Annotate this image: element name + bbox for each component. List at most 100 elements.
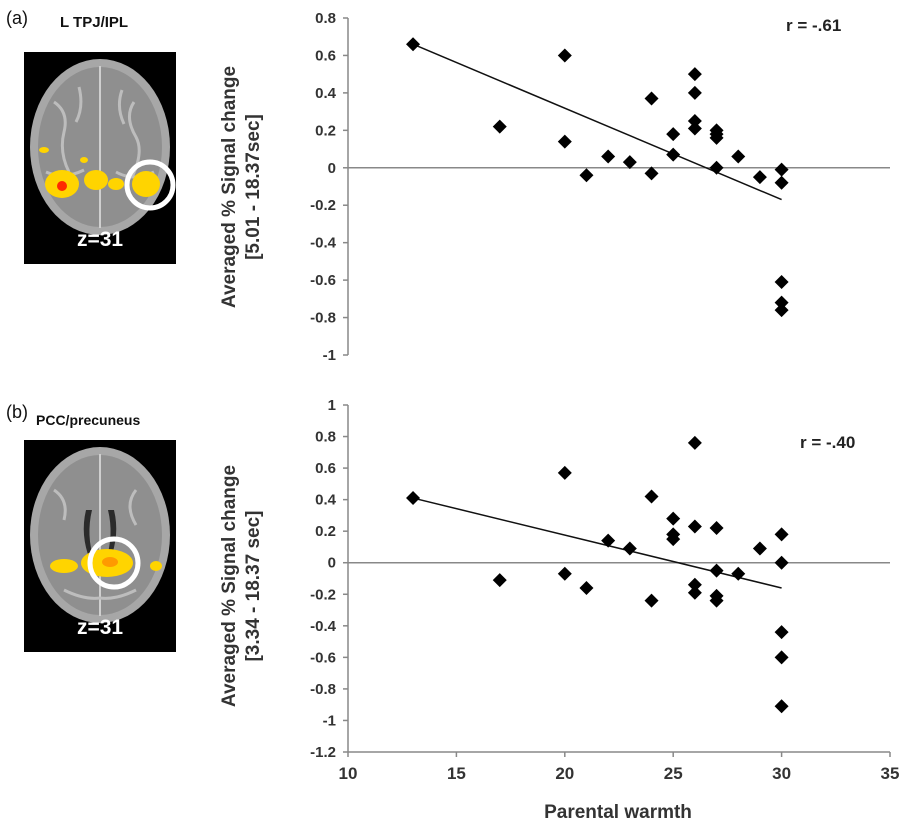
panel-b-y-tick-label: -1.2 <box>310 744 336 761</box>
panel-b-y-tick-label: -0.8 <box>310 681 336 698</box>
panel-b-data-point <box>752 541 767 556</box>
panel-a-data-point <box>774 303 789 318</box>
panel-b-fit-line <box>412 497 782 589</box>
panel-a-slice-label: z=31 <box>76 228 124 251</box>
panel-b-data-point <box>774 699 789 714</box>
panel-b-data-point <box>687 435 702 450</box>
panel-a-data-point <box>752 170 767 185</box>
panel-a-data-point <box>557 48 572 63</box>
panel-b-data-point <box>774 625 789 640</box>
panel-b-y-title-line1: Averaged % Signal change <box>219 464 240 708</box>
panel-b-brain-image: z=31 <box>24 440 176 652</box>
panel-b-y-tick-label: 0.8 <box>315 429 336 446</box>
panel-b-data-point <box>709 563 724 578</box>
panel-b-y-tick-label: 0.2 <box>315 523 336 540</box>
panel-b-y-tick-label: -0.6 <box>310 649 336 666</box>
panel-b-data-point <box>579 580 594 595</box>
panel-b-data-point <box>774 555 789 570</box>
panel-a-y-tick-label: 0.4 <box>315 85 337 102</box>
panel-a-data-point <box>557 134 572 149</box>
panel-a-region-label: L TPJ/IPL <box>60 14 129 31</box>
panel-b-data-point <box>774 650 789 665</box>
panel-b-x-tick-label: 20 <box>555 764 574 783</box>
panel-b-x-tick-label: 35 <box>881 764 900 783</box>
panel-b-y-tick-label: 1 <box>328 397 336 414</box>
panel-b-data-point <box>774 527 789 542</box>
panel-a-data-point <box>644 91 659 106</box>
panel-b-data-point <box>709 521 724 536</box>
panel-a-y-tick-label: -0.8 <box>310 310 336 327</box>
panel-b-data-point <box>644 489 659 504</box>
panel-a-y-tick-label: -1 <box>323 347 336 364</box>
panel-b-region-label: PCC/precuneus <box>36 412 141 428</box>
panel-a-y-tick-label: 0.8 <box>315 10 336 27</box>
panel-b-data-point <box>687 585 702 600</box>
panel-a-y-tick-label: -0.2 <box>310 197 336 214</box>
panel-b-y-title-line2: [3.34 - 18.37 sec] <box>243 510 264 662</box>
panel-b-tag: (b) <box>6 402 28 422</box>
panel-a-data-point <box>709 127 724 142</box>
panel-b-y-tick-label: 0 <box>328 555 336 572</box>
panel-a-data-point <box>687 113 702 128</box>
panel-b-data-point <box>709 593 724 608</box>
panel-b-data-point <box>601 533 616 548</box>
panel-b-x-tick-label: 30 <box>772 764 791 783</box>
panel-a-data-point <box>579 168 594 183</box>
panel-a-tag: (a) <box>6 8 28 28</box>
x-axis-title: Parental warmth <box>544 802 692 823</box>
panel-a-data-point <box>709 160 724 175</box>
panel-a-y-axis-title: Averaged % Signal change [5.01 - 18.37se… <box>218 66 266 308</box>
panel-a-data-point <box>774 162 789 177</box>
panel-b-x-tick-label: 25 <box>664 764 683 783</box>
panel-a-data-point <box>709 123 724 138</box>
panel-b-data-point <box>666 532 681 547</box>
panel-b-correlation: r = -.40 <box>800 433 856 452</box>
panel-b-data-point <box>406 491 421 506</box>
panel-b-data-point <box>687 519 702 534</box>
panel-a-data-point <box>666 147 681 162</box>
panel-a-data-point <box>774 175 789 190</box>
panel-a-data-point <box>709 130 724 145</box>
panel-a-y-tick-label: -0.4 <box>310 235 337 252</box>
panel-a-data-point <box>731 149 746 164</box>
panel-a-correlation: r = -.61 <box>786 16 842 35</box>
panel-a-data-point <box>687 121 702 136</box>
panel-b-x-tick-label: 10 <box>339 764 358 783</box>
panel-a-data-point <box>406 37 421 52</box>
panel-a-y-tick-label: 0 <box>328 160 336 177</box>
panel-a-data-point <box>622 155 637 170</box>
panel-a-brain-image: z=31 <box>24 52 176 264</box>
panel-b-data-point <box>709 588 724 603</box>
panel-a-data-point <box>687 67 702 82</box>
panel-b-data-point <box>731 566 746 581</box>
panel-b-y-tick-label: 0.6 <box>315 460 336 477</box>
panel-b-y-axis-title: Averaged % Signal change [3.34 - 18.37 s… <box>218 465 266 707</box>
panel-a-y-tick-label: 0.6 <box>315 47 336 64</box>
panel-b-y-tick-label: -0.4 <box>310 618 337 635</box>
panel-a-data-point <box>601 149 616 164</box>
panel-a-y-title-line2: [5.01 - 18.37sec] <box>243 114 264 260</box>
panel-b-data-point <box>622 541 637 556</box>
panel-a-data-point <box>666 127 681 142</box>
panel-a-data-point <box>492 119 507 134</box>
panel-a-data-point <box>644 166 659 181</box>
panel-b-data-point <box>557 465 572 480</box>
panel-a-y-tick-label: -0.6 <box>310 272 336 289</box>
panel-b-data-point <box>666 527 681 542</box>
panel-b-data-point <box>492 573 507 588</box>
panel-b-data-point <box>644 593 659 608</box>
panel-a-y-title-line1: Averaged % Signal change <box>219 65 240 309</box>
panel-b-y-tick-label: -1 <box>323 712 336 729</box>
panel-b-y-tick-label: 0.4 <box>315 492 337 509</box>
panel-b-y-tick-label: -0.2 <box>310 586 336 603</box>
panel-a-fit-line <box>412 43 782 201</box>
panel-b-x-tick-label: 15 <box>447 764 466 783</box>
panel-b-data-point <box>687 577 702 592</box>
panel-a-y-tick-label: 0.2 <box>315 122 336 139</box>
panel-b-slice-label: z=31 <box>76 616 124 639</box>
panel-b-data-point <box>666 511 681 526</box>
panel-a-data-point <box>774 295 789 310</box>
panel-b-data-point <box>557 566 572 581</box>
panel-a-data-point <box>687 85 702 100</box>
panel-a-data-point <box>774 274 789 289</box>
